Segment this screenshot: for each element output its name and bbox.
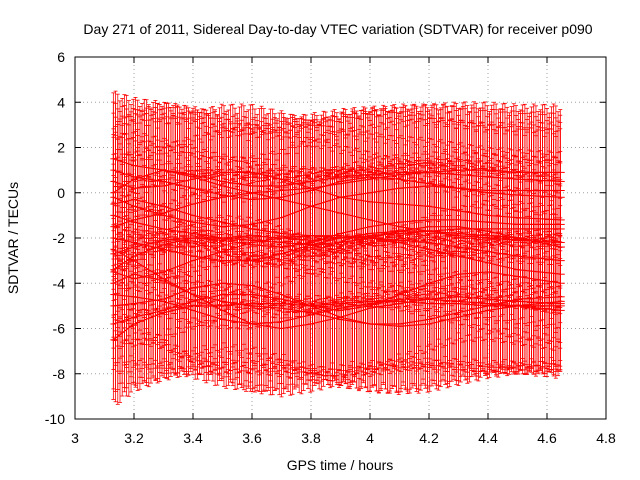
chart-title: Day 271 of 2011, Sidereal Day-to-day VTE… (83, 21, 592, 37)
data-series-group (110, 90, 565, 405)
